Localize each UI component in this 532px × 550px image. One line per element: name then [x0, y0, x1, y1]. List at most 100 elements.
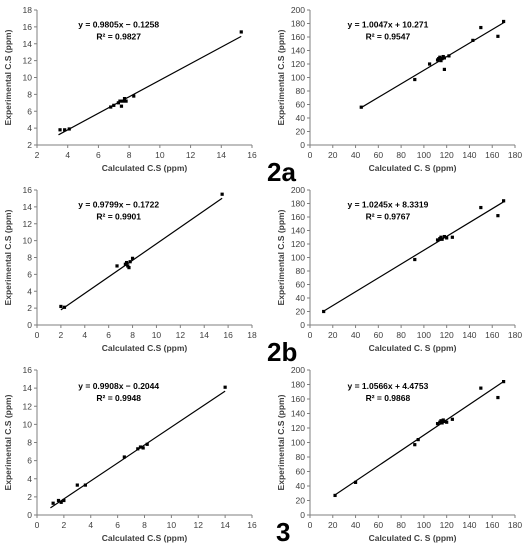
r-squared-label: R² = 0.9868 — [366, 393, 411, 403]
data-point — [63, 128, 67, 132]
r-squared-label: R² = 0.9547 — [366, 32, 411, 42]
x-tick-label: 16 — [247, 520, 257, 530]
x-axis-title: Calculated C.S (ppm) — [102, 163, 188, 173]
x-tick-label: 160 — [485, 330, 499, 340]
y-tick-label: 0 — [27, 320, 32, 330]
data-point — [440, 421, 444, 425]
x-axis-title: Calculated C. S (ppm) — [369, 163, 457, 173]
y-tick-label: 160 — [291, 394, 305, 404]
data-point — [479, 386, 483, 390]
y-tick-label: 10 — [23, 236, 33, 246]
y-tick-label: 8 — [27, 253, 32, 263]
x-tick-label: 4 — [82, 330, 87, 340]
data-point — [413, 77, 417, 82]
data-point — [51, 501, 55, 505]
x-tick-label: 100 — [417, 150, 431, 160]
y-tick-label: 4 — [27, 474, 32, 484]
x-tick-label: 100 — [417, 520, 431, 530]
x-tick-label: 2 — [35, 150, 40, 160]
y-tick-label: 8 — [27, 89, 32, 99]
x-tick-label: 120 — [440, 150, 454, 160]
data-point — [58, 128, 62, 132]
x-tick-label: 40 — [351, 150, 361, 160]
y-tick-label: 180 — [291, 19, 305, 29]
data-point — [353, 480, 358, 484]
x-tick-label: 180 — [508, 150, 522, 160]
data-point — [502, 380, 506, 384]
data-point — [115, 264, 119, 268]
x-tick-label: 60 — [374, 150, 384, 160]
y-tick-label: 12 — [23, 56, 33, 66]
x-tick-label: 40 — [351, 330, 361, 340]
data-point — [128, 260, 132, 264]
data-point — [496, 214, 500, 218]
data-point — [440, 57, 444, 61]
data-point — [122, 96, 127, 101]
y-tick-label: 200 — [291, 5, 305, 15]
y-tick-label: 10 — [23, 73, 33, 83]
y-tick-label: 16 — [23, 185, 33, 195]
data-point — [145, 442, 149, 446]
data-point — [122, 455, 126, 459]
data-point — [223, 385, 227, 389]
trendline — [323, 201, 504, 312]
y-tick-label: 14 — [23, 202, 33, 212]
data-point — [56, 498, 61, 503]
y-tick-label: 160 — [291, 212, 305, 222]
data-point — [413, 443, 417, 447]
data-point — [439, 419, 443, 423]
data-point — [435, 422, 440, 426]
x-tick-label: 0 — [35, 330, 40, 340]
chart-1: 2 4 6 8 10 12 14 16 2 4 6 8 10 12 14 16 18 Calculated C.S… — [3, 5, 257, 173]
x-tick-label: 12 — [194, 520, 204, 530]
chart-3: 0 2 4 6 8 10 12 14 16 18 0 2 4 6 8 10 12 14 16 Calculated C… — [3, 185, 257, 353]
y-tick-label: 120 — [291, 59, 305, 69]
y-tick-label: 60 — [296, 280, 306, 290]
y-tick-label: 180 — [291, 199, 305, 209]
data-point — [442, 67, 446, 71]
data-point — [450, 235, 454, 239]
data-point — [502, 19, 506, 24]
y-tick-label: 100 — [291, 73, 305, 83]
data-point — [322, 309, 326, 314]
x-tick-label: 120 — [440, 330, 454, 340]
data-point — [359, 105, 363, 109]
data-point — [132, 94, 136, 98]
y-tick-label: 14 — [23, 383, 33, 393]
y-tick-label: 2 — [27, 303, 32, 313]
y-tick-label: 12 — [23, 401, 33, 411]
data-point — [333, 493, 337, 498]
trendline-equation: y = 1.0245x + 8.3319 — [347, 200, 428, 210]
y-tick-label: 100 — [291, 253, 305, 263]
data-point — [239, 30, 243, 34]
x-axis-title: Calculated C. S (ppm) — [369, 533, 457, 543]
x-tick-label: 12 — [186, 150, 196, 160]
y-tick-label: 4 — [27, 286, 32, 296]
data-point — [438, 55, 442, 59]
y-tick-label: 2 — [27, 492, 32, 502]
data-point — [471, 38, 475, 42]
y-tick-label: 0 — [27, 510, 32, 520]
y-tick-label: 100 — [291, 438, 305, 448]
data-point — [124, 99, 128, 103]
y-tick-label: 6 — [27, 269, 32, 279]
x-tick-label: 6 — [106, 330, 111, 340]
y-tick-label: 40 — [296, 113, 306, 123]
y-tick-label: 60 — [296, 467, 306, 477]
x-tick-label: 40 — [351, 520, 361, 530]
y-tick-label: 6 — [27, 456, 32, 466]
data-point — [442, 234, 446, 239]
panel-label-2a: 2a — [267, 157, 296, 187]
x-tick-label: 80 — [396, 330, 406, 340]
data-point — [124, 260, 129, 265]
x-tick-label: 20 — [328, 330, 338, 340]
y-tick-label: 80 — [296, 452, 306, 462]
y-tick-label: 200 — [291, 365, 305, 375]
x-axis-title: Calculated C. S (ppm) — [369, 343, 457, 353]
x-tick-label: 14 — [220, 520, 230, 530]
chart-5: 0 2 4 6 8 10 12 14 16 0 2 4 6 8 10 12 14 16 Calculated C.S… — [3, 365, 257, 543]
x-tick-label: 6 — [115, 520, 120, 530]
trendline-equation: y = 0.9799x − 0.1722 — [78, 200, 159, 210]
y-tick-label: 2 — [27, 140, 32, 150]
